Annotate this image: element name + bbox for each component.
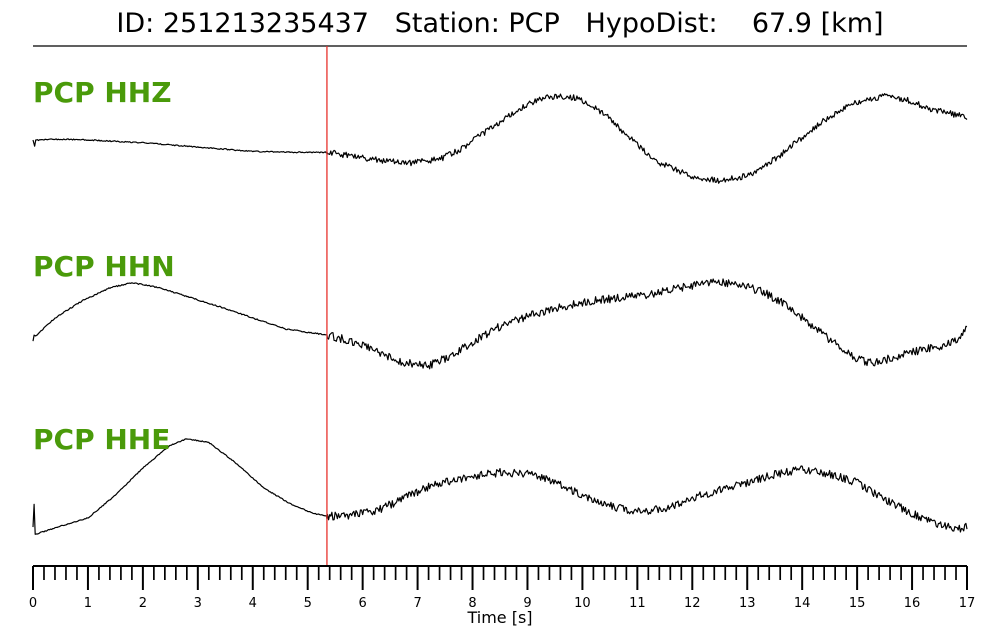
x-tick-label: 3 bbox=[194, 596, 202, 611]
trace-group bbox=[32, 93, 968, 535]
x-tick-label: 0 bbox=[29, 596, 37, 611]
channel-label-group: PCP HHZ PCP HHN PCP HHE bbox=[33, 76, 175, 456]
x-tick-label: 10 bbox=[574, 596, 591, 611]
x-tick-label: 1 bbox=[84, 596, 92, 611]
x-tick-label: 12 bbox=[684, 596, 701, 611]
x-tick-label: 15 bbox=[849, 596, 866, 611]
channel-label-pcp-hhn: PCP HHN bbox=[33, 250, 175, 283]
x-tick-label: 7 bbox=[413, 596, 421, 611]
x-tick-label: 9 bbox=[523, 596, 531, 611]
time-axis: 0 1 2 3 4 5 6 7 8 9 10 11 12 13 14 15 16 17 bbox=[29, 565, 976, 611]
x-tick-label: 17 bbox=[959, 596, 976, 611]
x-tick-label: 5 bbox=[304, 596, 312, 611]
x-axis-label: Time [s] bbox=[466, 608, 532, 627]
x-tick-label: 2 bbox=[139, 596, 147, 611]
trace-pcp-hhe bbox=[32, 438, 968, 535]
x-tick-label: 13 bbox=[739, 596, 756, 611]
channel-label-pcp-hhz: PCP HHZ bbox=[33, 76, 172, 109]
channel-label-pcp-hhe: PCP HHE bbox=[33, 423, 170, 456]
x-tick-label: 16 bbox=[904, 596, 921, 611]
trace-pcp-hhz bbox=[32, 93, 968, 184]
x-tick-label: 11 bbox=[629, 596, 646, 611]
trace-pcp-hhn bbox=[32, 278, 968, 370]
x-tick-label: 14 bbox=[794, 596, 811, 611]
x-tick-label: 6 bbox=[359, 596, 367, 611]
x-tick-label: 8 bbox=[468, 596, 476, 611]
x-tick-label: 4 bbox=[249, 596, 257, 611]
chart-title: ID: 251213235437 Station: PCP HypoDist: … bbox=[116, 8, 884, 39]
